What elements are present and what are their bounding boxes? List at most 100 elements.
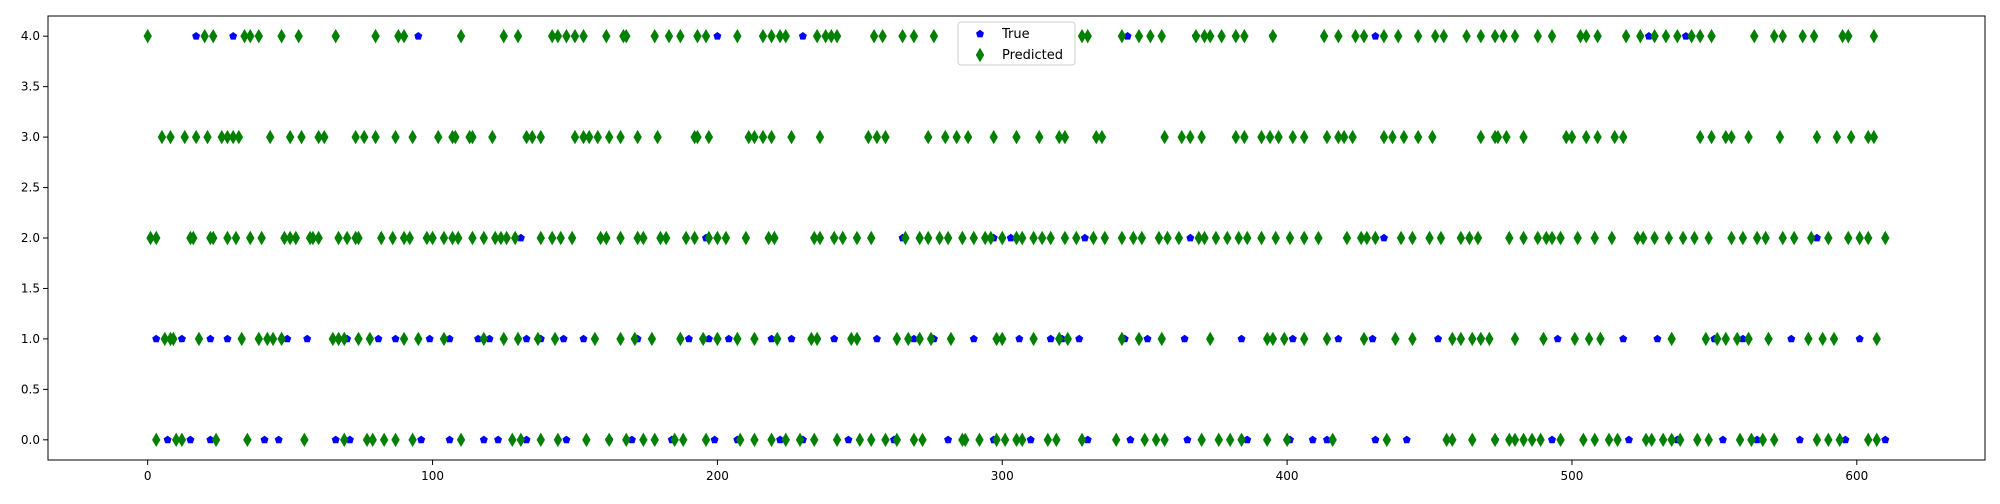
data-point [1758,432,1768,448]
data-point [827,28,836,44]
data-point [639,230,648,246]
data-point [810,432,819,448]
data-point [359,129,369,145]
data-point [1214,432,1223,448]
data-point [781,28,790,44]
data-point [992,432,1001,448]
data-point [1262,432,1272,448]
data-point [1157,331,1166,347]
data-point [1713,331,1722,347]
data-point [1017,432,1027,448]
data-point [308,230,318,246]
data-point [944,435,953,444]
data-point [417,435,426,444]
data-point [1029,230,1038,246]
data-point [952,129,961,145]
data-point [186,435,195,444]
data-point [1362,230,1372,246]
data-point [340,331,349,347]
data-point [969,230,978,246]
data-point [1282,432,1292,448]
data-point [203,129,212,145]
data-point [171,432,181,448]
data-point [1687,28,1696,44]
data-point [1650,28,1659,44]
data-point [334,230,343,246]
data-point [1570,331,1580,347]
y-tick-label: 0.5 [21,382,40,396]
data-point [798,32,807,40]
data-point [169,331,178,347]
x-tick-label: 300 [991,469,1014,483]
data-point [1476,331,1486,347]
data-point [1194,230,1204,246]
data-point [1234,230,1243,246]
data-point [451,129,460,145]
data-point [254,28,263,44]
data-point [992,331,1001,347]
data-point [1342,230,1352,246]
data-point [522,435,531,444]
data-point [547,230,557,246]
data-point [1824,230,1833,246]
data-point [676,28,685,44]
data-point [1146,28,1155,44]
data-point [633,129,642,145]
data-point [1664,230,1674,246]
data-point [268,331,278,347]
data-point [616,129,625,145]
data-point [177,432,187,448]
data-point [681,230,691,246]
data-point [547,28,557,44]
data-point [733,331,742,347]
data-point [670,432,679,448]
data-point [1613,432,1622,448]
data-point [1055,129,1064,145]
data-point [1371,32,1380,40]
x-tick-label: 600 [1845,469,1868,483]
data-point [855,432,865,448]
data-point [491,230,500,246]
legend-marker-predicted [975,47,985,63]
data-point [234,129,244,145]
data-point [479,230,489,246]
data-point [1582,129,1591,145]
data-point [1590,432,1599,448]
data-point [263,331,272,347]
data-point [1658,432,1668,448]
data-point [764,230,773,246]
data-point [1060,129,1070,145]
data-point [684,334,693,343]
data-point [1151,432,1161,448]
data-point [838,230,847,246]
data-point [864,129,873,145]
data-point [602,28,611,44]
x-tick-label: 500 [1561,469,1584,483]
data-point [1126,435,1135,444]
data-point [479,331,489,347]
data-point [1265,129,1275,145]
data-point [496,230,506,246]
data-point [844,435,853,444]
data-point [1465,230,1474,246]
data-point [1798,28,1807,44]
data-point [1211,230,1221,246]
data-point [775,28,785,44]
y-tick-label: 0.0 [21,433,40,447]
data-point [1456,331,1466,347]
data-point [1379,129,1389,145]
data-point [445,435,454,444]
data-point [163,435,172,444]
data-point [1753,435,1762,444]
data-point [1348,129,1357,145]
data-point [342,230,352,246]
data-point [1527,432,1537,448]
data-point [1476,28,1486,44]
data-point [1055,331,1064,347]
data-point [1408,331,1417,347]
data-point [485,334,494,343]
data-point [1812,432,1822,448]
data-point [1015,334,1024,343]
data-point [1197,432,1206,448]
